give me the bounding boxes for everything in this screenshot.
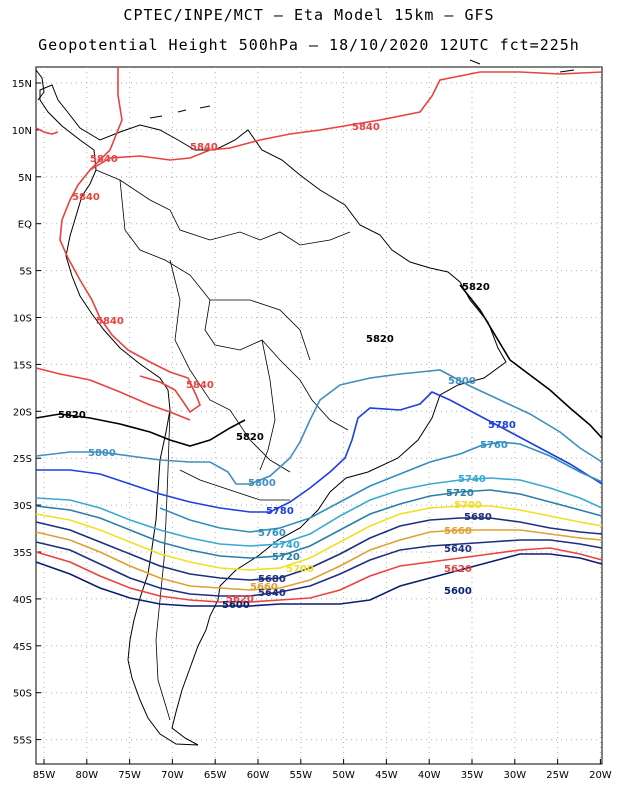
lat-label: 40S	[13, 595, 32, 606]
contour-label: 5820	[58, 410, 86, 421]
lat-label: 45S	[13, 642, 32, 653]
contour-label: 5680	[258, 574, 286, 585]
contour-5820	[35, 413, 246, 447]
lon-label: 75W	[118, 770, 141, 781]
lat-label: 20S	[13, 407, 32, 418]
axis-ticks	[36, 82, 601, 764]
contour-label: 5660	[444, 526, 472, 537]
lat-label: EQ	[18, 220, 32, 231]
lon-label: 30W	[503, 770, 526, 781]
contour-label: 5600	[444, 586, 472, 597]
contour-label: 5720	[272, 552, 300, 563]
contour-lines	[35, 67, 603, 607]
lat-label: 15N	[12, 79, 32, 90]
lat-label: 35S	[13, 548, 32, 559]
contour-label: 5600	[222, 600, 250, 611]
contour-labels: 5840 5840 5840 5840 5840 5840 5820 5820 …	[58, 122, 516, 611]
chart-subtitle: Geopotential Height 500hPa – 18/10/2020 …	[38, 36, 580, 54]
contour-label: 5700	[286, 564, 314, 575]
lon-label: 25W	[546, 770, 569, 781]
country-borders	[95, 169, 351, 721]
contour-label: 5720	[446, 488, 474, 499]
contour-5780	[36, 391, 603, 513]
contour-5740	[35, 477, 603, 547]
contour-label: 5620	[226, 594, 254, 605]
lat-label: 10N	[12, 126, 32, 137]
chart-title: CPTEC/INPE/MCT – Eta Model 15km – GFS	[123, 6, 495, 24]
contour-5840-caribbean	[89, 71, 603, 171]
lat-label: 15S	[13, 360, 32, 371]
contour-5840-west	[35, 367, 191, 421]
contour-5760	[159, 441, 603, 533]
contour-label: 5820	[462, 282, 490, 293]
lon-label: 20W	[589, 770, 612, 781]
contour-label: 5800	[248, 478, 276, 489]
lat-label: 10S	[13, 314, 32, 325]
contour-label: 5840	[352, 122, 380, 133]
contour-5680	[35, 517, 603, 581]
contour-label: 5840	[72, 192, 100, 203]
lon-label: 80W	[75, 770, 98, 781]
contour-label: 5800	[88, 448, 116, 459]
contour-label: 5820	[366, 334, 394, 345]
contour-label: 5740	[458, 474, 486, 485]
coastlines	[35, 59, 575, 746]
contour-label: 5760	[480, 440, 508, 451]
contour-5640	[35, 539, 603, 597]
contour-label: 5820	[236, 432, 264, 443]
contour-5700	[35, 505, 603, 571]
contour-label: 5660	[250, 582, 278, 593]
contour-5800	[35, 369, 603, 485]
lat-label: 30S	[13, 501, 32, 512]
contour-label: 5640	[258, 588, 286, 599]
contour-label: 5840	[90, 154, 118, 165]
lon-label: 50W	[332, 770, 355, 781]
contour-5820-east	[459, 284, 603, 439]
contour-label: 5680	[464, 512, 492, 523]
contour-5720	[35, 489, 603, 559]
latitude-labels: 15N 10N 5N EQ 5S 10S 15S 20S 25S 30S 35S 40S 45S 50S 5…	[12, 79, 32, 747]
lat-label: 50S	[13, 689, 32, 700]
contour-label: 5800	[448, 376, 476, 387]
longitude-labels: 85W 80W 75W 70W 65W 60W 55W 50W 45W 40W 35W 30W 25W 2…	[33, 770, 612, 781]
contour-5600	[35, 553, 603, 607]
lon-label: 65W	[204, 770, 227, 781]
contour-5620	[35, 547, 603, 603]
lon-label: 70W	[161, 770, 184, 781]
contour-label: 5620	[444, 564, 472, 575]
contour-label: 5780	[266, 506, 294, 517]
contour-5660	[35, 529, 603, 591]
lon-label: 45W	[375, 770, 398, 781]
south-america-coast	[39, 84, 507, 746]
lat-label: 5S	[19, 267, 32, 278]
plot-frame	[35, 66, 603, 765]
lon-label: 60W	[247, 770, 270, 781]
contour-label: 5840	[186, 380, 214, 391]
lon-label: 85W	[33, 770, 56, 781]
contour-label: 5740	[272, 540, 300, 551]
lat-label: 5N	[18, 173, 32, 184]
lon-label: 55W	[289, 770, 312, 781]
contour-label: 5640	[444, 544, 472, 555]
contour-label: 5760	[258, 528, 286, 539]
lat-label: 25S	[13, 454, 32, 465]
contour-label: 5840	[96, 316, 124, 327]
caribbean-islands	[149, 59, 575, 119]
lat-label: 55S	[13, 736, 32, 747]
contour-label: 5700	[454, 500, 482, 511]
lon-label: 35W	[461, 770, 484, 781]
central-america-coast	[35, 69, 45, 101]
contour-5840-left-edge	[35, 127, 59, 135]
contour-label: 5840	[190, 142, 218, 153]
lon-label: 40W	[418, 770, 441, 781]
contour-label: 5780	[488, 420, 516, 431]
